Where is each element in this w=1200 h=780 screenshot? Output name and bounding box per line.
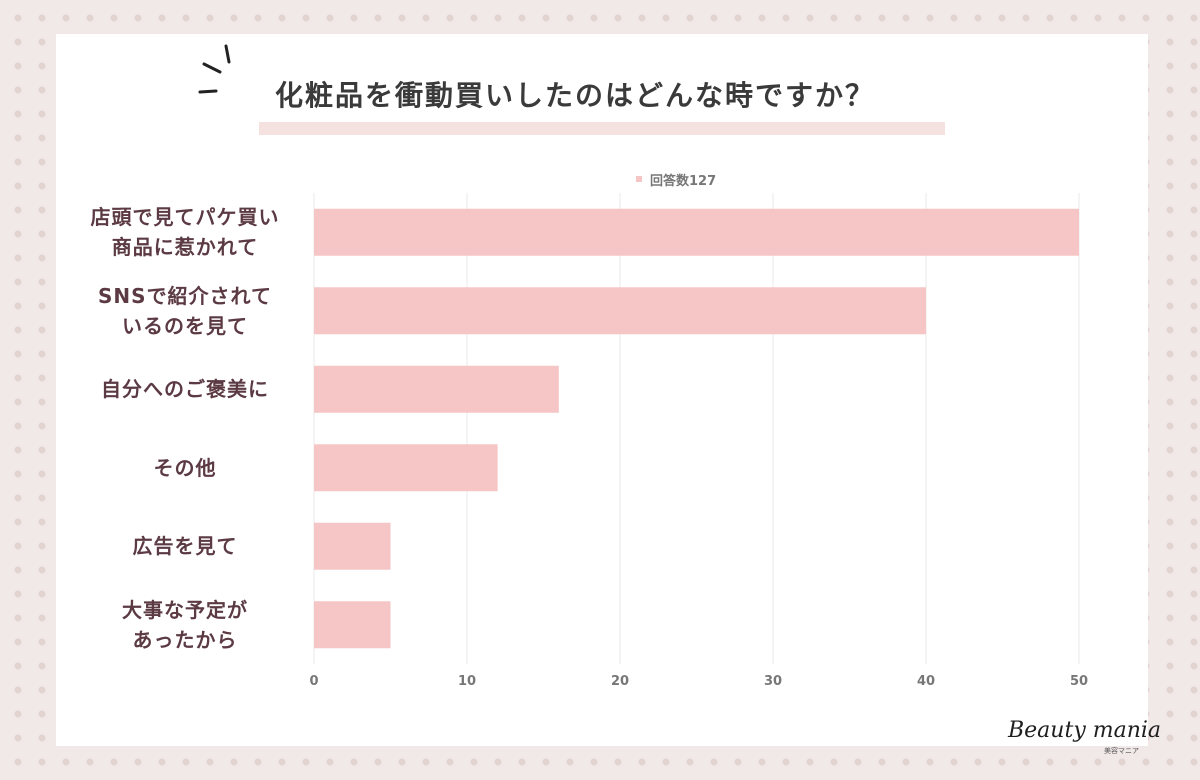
category-label-line: その他 bbox=[153, 455, 217, 480]
brand-name: Beauty mania bbox=[1008, 718, 1162, 743]
category-label: SNSで紹介されて いるのを見て bbox=[70, 281, 300, 341]
brand-subtitle: 美容マニア bbox=[1104, 747, 1139, 755]
chart-card bbox=[56, 34, 1148, 746]
chart-legend: 回答数127 bbox=[636, 170, 717, 189]
bar bbox=[314, 208, 1079, 256]
category-label-line: 店頭で見てパケ買い bbox=[90, 205, 280, 230]
category-label-line: 自分へのご褒美に bbox=[101, 377, 269, 402]
bar bbox=[314, 444, 498, 492]
sparkle-accent-icon bbox=[198, 44, 231, 94]
category-label-line: あったから bbox=[132, 627, 238, 652]
category-label-line: いるのを見て bbox=[122, 313, 248, 338]
legend-label: 回答数127 bbox=[650, 173, 717, 189]
bar bbox=[314, 601, 391, 649]
category-label-line: 商品に惹かれて bbox=[111, 235, 259, 260]
x-tick-label: 20 bbox=[611, 674, 629, 689]
bar bbox=[314, 287, 926, 335]
category-label: 自分へのご褒美に bbox=[70, 374, 300, 404]
category-label-line: 大事な予定が bbox=[122, 597, 248, 622]
x-tick-label: 0 bbox=[309, 674, 318, 689]
category-label: その他 bbox=[70, 453, 300, 483]
category-label-line: SNSで紹介されて bbox=[98, 283, 272, 308]
x-tick-label: 50 bbox=[1070, 674, 1088, 689]
x-tick-label: 30 bbox=[764, 674, 782, 689]
bar bbox=[314, 365, 559, 413]
bar bbox=[314, 522, 391, 570]
category-label: 店頭で見てパケ買い 商品に惹かれて bbox=[70, 202, 300, 262]
x-tick-label: 10 bbox=[458, 674, 476, 689]
category-label-line: 広告を見て bbox=[132, 534, 238, 559]
x-tick-label: 40 bbox=[917, 674, 935, 689]
category-label: 広告を見て bbox=[70, 531, 300, 561]
title-underline bbox=[259, 122, 945, 135]
category-label: 大事な予定が あったから bbox=[70, 595, 300, 655]
brand-logo: Beauty mania 美容マニア bbox=[1008, 718, 1180, 768]
legend-swatch bbox=[636, 176, 642, 182]
chart-title: 化粧品を衝動買いしたのはどんな時ですか？ bbox=[275, 79, 876, 112]
